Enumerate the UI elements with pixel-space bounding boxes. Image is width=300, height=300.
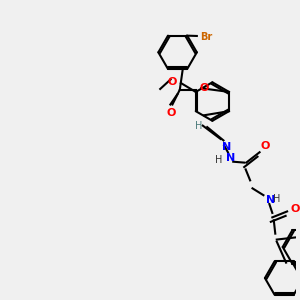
Text: O: O <box>290 204 299 214</box>
Text: O: O <box>260 141 270 151</box>
Text: O: O <box>167 108 176 118</box>
Text: O: O <box>167 76 176 87</box>
Text: Br: Br <box>200 32 212 42</box>
Text: H: H <box>195 121 202 131</box>
Text: H: H <box>214 154 222 165</box>
Text: N: N <box>222 142 231 152</box>
Text: O: O <box>200 83 209 93</box>
Text: N: N <box>226 153 236 163</box>
Text: H: H <box>273 194 280 204</box>
Text: N: N <box>266 195 276 205</box>
